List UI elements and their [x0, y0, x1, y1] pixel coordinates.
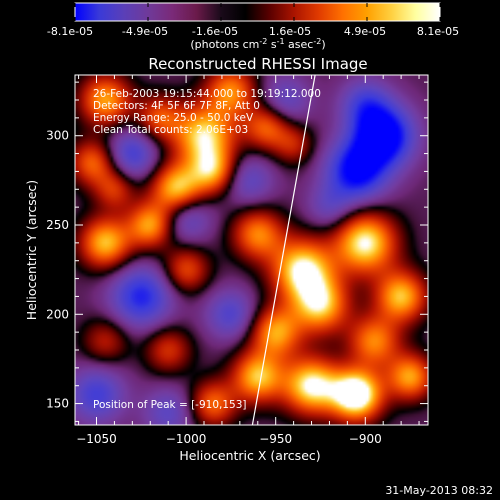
y-tick-label: 250 — [46, 218, 69, 232]
solar-limb-line — [251, 75, 316, 425]
heatmap-raster — [75, 75, 428, 425]
chart-title: Reconstructed RHESSI Image — [148, 55, 367, 73]
x-tick-label: −900 — [349, 432, 382, 446]
y-tick-label: 200 — [46, 307, 69, 321]
plot-frame — [74, 74, 429, 426]
y-axis-label: Heliocentric Y (arcsec) — [24, 180, 39, 320]
x-tick-label: −1000 — [166, 432, 207, 446]
y-tick-label: 300 — [46, 129, 69, 143]
colorbar-tick-label: -1.6e-05 — [192, 25, 238, 38]
colorbar-tick-label: -8.1e-05 — [47, 25, 93, 38]
annotation-detectors: Detectors: 4F 5F 6F 7F 8F, Att 0 — [93, 100, 260, 112]
y-tick-labels: 150 200 250 300 — [46, 129, 69, 411]
colorbar-ticks — [74, 3, 441, 21]
footer-date: 31-May-2013 08:32 — [385, 484, 493, 497]
y-tick-label: 150 — [46, 397, 69, 411]
colorbar: -8.1e-05 -4.9e-05 -1.6e-05 1.6e-05 4.9e-… — [47, 2, 459, 51]
annotations: 26-Feb-2003 19:15:44.000 to 19:19:12.000… — [93, 88, 321, 411]
colorbar-tick-label: -4.9e-05 — [122, 25, 168, 38]
x-tick-label: −950 — [259, 432, 292, 446]
x-tick-label: −1050 — [76, 432, 117, 446]
annotation-clean: Clean Total counts: 2.06E+03 — [93, 124, 248, 136]
colorbar-tick-label: 8.1e-05 — [417, 25, 459, 38]
x-tick-labels: −1050 −1000 −950 −900 — [76, 432, 382, 446]
axis-ticks — [75, 75, 428, 425]
annotation-peak: Position of Peak = [-910,153] — [93, 399, 247, 411]
annotation-energy: Energy Range: 25.0 - 50.0 keV — [93, 112, 254, 124]
annotation-time: 26-Feb-2003 19:15:44.000 to 19:19:12.000 — [93, 88, 321, 100]
x-axis-label: Heliocentric X (arcsec) — [179, 448, 320, 463]
colorbar-unit: (photons cm-2 s-1 asec-2) — [190, 37, 325, 51]
colorbar-tick-label: 1.6e-05 — [269, 25, 311, 38]
colorbar-gradient — [74, 2, 441, 22]
colorbar-tick-label: 4.9e-05 — [344, 25, 386, 38]
heatmap-image — [75, 75, 428, 425]
